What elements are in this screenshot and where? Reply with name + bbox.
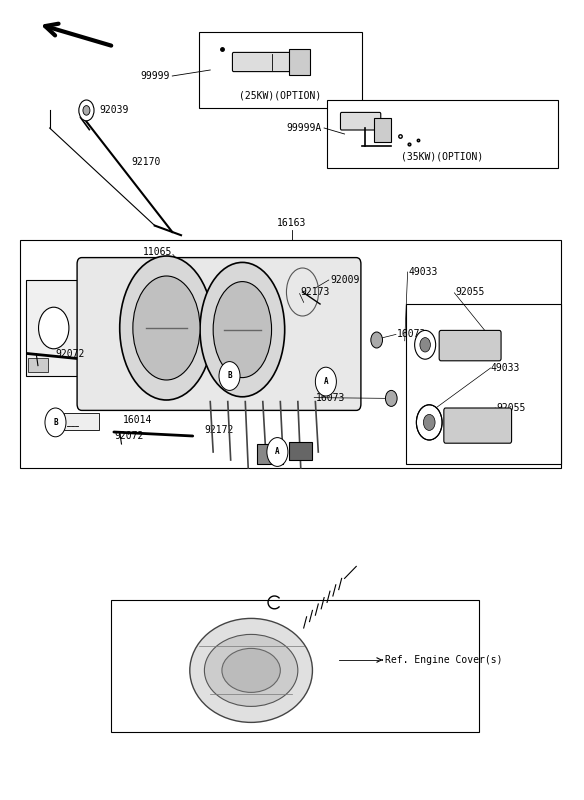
- Circle shape: [267, 438, 288, 466]
- Circle shape: [79, 100, 94, 121]
- Ellipse shape: [213, 282, 272, 378]
- Ellipse shape: [204, 634, 298, 706]
- Bar: [26, 280, 82, 376]
- Text: 92039: 92039: [99, 106, 128, 115]
- Text: 99999: 99999: [140, 71, 169, 81]
- FancyBboxPatch shape: [340, 112, 381, 130]
- Circle shape: [385, 390, 397, 406]
- Text: 49033: 49033: [409, 267, 438, 277]
- Text: 92055: 92055: [496, 403, 526, 413]
- Ellipse shape: [133, 276, 200, 380]
- Text: A: A: [324, 377, 328, 386]
- Text: 16163: 16163: [277, 218, 307, 228]
- Ellipse shape: [222, 648, 280, 692]
- Text: 92055: 92055: [456, 287, 485, 297]
- Text: 92172: 92172: [204, 426, 234, 435]
- Text: B: B: [227, 371, 232, 381]
- Bar: [327, 100, 558, 168]
- Text: 92072: 92072: [55, 349, 85, 358]
- Bar: [374, 118, 391, 142]
- Circle shape: [423, 414, 435, 430]
- Ellipse shape: [200, 262, 284, 397]
- Text: B: B: [53, 418, 58, 427]
- Circle shape: [416, 405, 442, 440]
- Circle shape: [83, 106, 90, 115]
- Text: 99999A: 99999A: [286, 123, 321, 133]
- Bar: [406, 304, 561, 464]
- Bar: [289, 50, 310, 75]
- Text: 92072: 92072: [114, 431, 143, 441]
- Bar: [199, 32, 362, 108]
- Text: 92009: 92009: [330, 275, 359, 285]
- Text: (35KW)(OPTION): (35KW)(OPTION): [401, 151, 484, 162]
- Text: (25KW)(OPTION): (25KW)(OPTION): [239, 90, 321, 100]
- Text: 16014: 16014: [123, 415, 152, 425]
- Text: Ref. Engine Cover(s): Ref. Engine Cover(s): [385, 655, 503, 665]
- Bar: [20, 240, 561, 468]
- Circle shape: [315, 367, 336, 396]
- Text: 92173: 92173: [301, 287, 330, 297]
- Text: A: A: [275, 447, 280, 457]
- Circle shape: [39, 307, 69, 349]
- Circle shape: [420, 338, 430, 352]
- Bar: [28, 358, 48, 372]
- Bar: [111, 600, 479, 732]
- Text: 16073: 16073: [397, 330, 426, 339]
- FancyBboxPatch shape: [232, 53, 293, 72]
- Circle shape: [45, 408, 66, 437]
- Text: 11055: 11055: [213, 637, 242, 646]
- FancyBboxPatch shape: [77, 258, 361, 410]
- Text: 16073: 16073: [315, 393, 345, 402]
- FancyBboxPatch shape: [439, 330, 501, 361]
- Ellipse shape: [120, 256, 213, 400]
- Circle shape: [219, 362, 240, 390]
- Ellipse shape: [190, 618, 312, 722]
- Text: 11065: 11065: [143, 247, 172, 257]
- Text: 92170: 92170: [131, 157, 161, 166]
- Text: 49033: 49033: [491, 363, 520, 373]
- FancyBboxPatch shape: [444, 408, 512, 443]
- Bar: [289, 442, 312, 460]
- Bar: [257, 444, 283, 464]
- Circle shape: [371, 332, 383, 348]
- Circle shape: [415, 330, 436, 359]
- Bar: [64, 413, 99, 430]
